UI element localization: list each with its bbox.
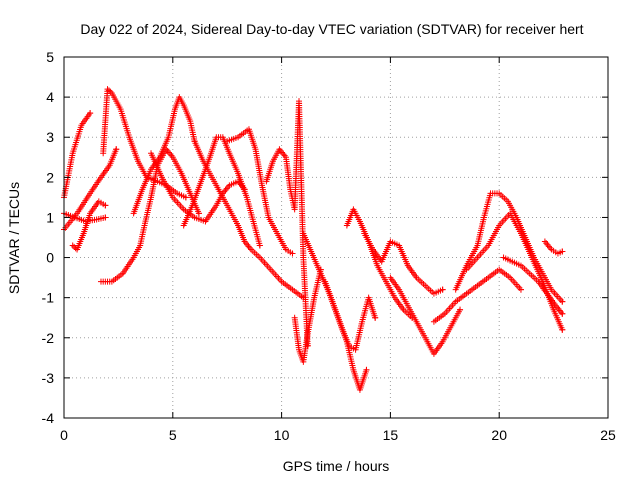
data-points xyxy=(61,86,566,393)
series-track-7 xyxy=(130,94,198,217)
data-point xyxy=(439,286,446,293)
x-tick-label: 10 xyxy=(274,427,290,443)
y-tick-label: -2 xyxy=(42,330,55,346)
series-track-2 xyxy=(61,210,109,225)
y-tick-label: -3 xyxy=(42,370,55,386)
data-point xyxy=(289,250,296,257)
series-track-21 xyxy=(463,210,566,333)
chart-title: Day 022 of 2024, Sidereal Day-to-day VTE… xyxy=(80,21,583,37)
y-tick-label: 5 xyxy=(46,49,54,65)
data-point xyxy=(105,87,112,94)
x-tick-label: 0 xyxy=(60,427,68,443)
x-tick-label: 15 xyxy=(383,427,399,443)
axis-ticks: 0 5 10 15 20 25 -4 -3 -2 -1 0 1 2 3 4 5 xyxy=(42,49,616,443)
series-track-11 xyxy=(224,126,296,257)
plot-frame xyxy=(63,56,609,419)
data-point xyxy=(113,146,120,153)
series-track-17 xyxy=(361,230,446,297)
data-point xyxy=(71,243,78,250)
data-point xyxy=(559,310,566,317)
series-track-3 xyxy=(61,146,120,233)
y-tick-label: -4 xyxy=(42,410,55,426)
data-point xyxy=(69,242,76,249)
y-tick-label: 0 xyxy=(46,250,54,266)
data-point xyxy=(457,306,464,313)
series-track-23 xyxy=(541,238,566,257)
data-point xyxy=(559,326,566,333)
series-track-15 xyxy=(322,278,379,353)
data-point xyxy=(517,286,524,293)
x-tick-label: 5 xyxy=(169,427,177,443)
series-track-22 xyxy=(500,254,566,317)
data-point xyxy=(559,248,566,255)
y-tick-label: 1 xyxy=(46,209,54,225)
data-point xyxy=(372,314,379,321)
series-track-10 xyxy=(180,134,263,249)
y-tick-label: 4 xyxy=(46,89,54,105)
data-point xyxy=(102,214,109,221)
grid-lines xyxy=(64,57,608,418)
data-point xyxy=(559,298,566,305)
series-track-12 xyxy=(263,98,311,349)
series-track-5 xyxy=(100,86,189,201)
data-point xyxy=(104,86,111,93)
x-tick-label: 25 xyxy=(600,427,616,443)
series-track-4 xyxy=(69,198,109,253)
data-point xyxy=(363,366,370,373)
x-axis-label: GPS time / hours xyxy=(283,458,390,474)
series-track-13 xyxy=(291,266,324,365)
data-point xyxy=(256,242,263,249)
series-track-16 xyxy=(343,206,416,321)
data-point xyxy=(87,110,94,117)
series-track-18 xyxy=(387,274,464,357)
x-tick-label: 20 xyxy=(491,427,507,443)
data-point xyxy=(102,202,109,209)
y-tick-label: 2 xyxy=(46,169,54,185)
series-track-9 xyxy=(148,150,248,225)
data-point xyxy=(182,194,189,201)
data-point xyxy=(107,88,114,95)
y-tick-label: 3 xyxy=(46,129,54,145)
series-track-1 xyxy=(61,110,94,201)
y-tick-label: -1 xyxy=(42,290,55,306)
data-point xyxy=(195,210,202,217)
series-track-19 xyxy=(430,266,524,325)
y-axis-label: SDTVAR / TECUs xyxy=(6,182,22,294)
